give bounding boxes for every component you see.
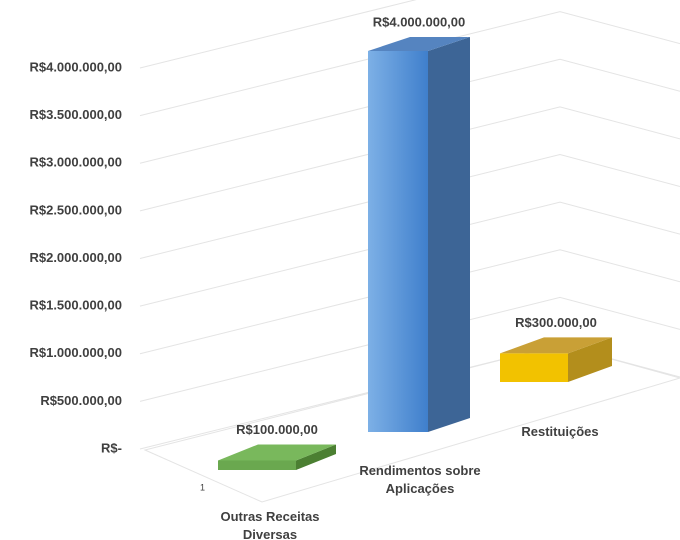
y-tick-label: R$3.500.000,00 [29,107,122,122]
y-tick-label: R$1.000.000,00 [29,345,122,360]
value-label: R$300.000,00 [515,315,597,330]
grid-line [139,153,680,259]
grid-line [139,249,680,355]
category-label: Outras Receitas Diversas [220,509,320,540]
depth-label: 1 [200,482,205,492]
bar-top [218,444,336,461]
grid-line [139,58,680,164]
value-label: R$100.000,00 [236,422,318,437]
grid-line [139,201,680,307]
y-tick-label: R$2.000.000,00 [29,250,122,265]
category-label: Restituições [521,424,599,439]
y-tick-label: R$2.500.000,00 [29,202,122,217]
grid-line [139,11,680,117]
y-tick-label: R$- [101,440,122,455]
y-tick-label: R$3.000.000,00 [29,155,122,170]
y-tick-label: R$4.000.000,00 [29,59,122,74]
bar-side [296,444,336,470]
bar [368,51,428,432]
y-tick-label: R$1.500.000,00 [29,298,122,313]
bar [500,353,568,382]
grid-line [139,106,680,212]
bar-side [428,37,470,432]
category-label: Rendimentos sobre Aplicações [359,463,481,496]
y-tick-label: R$500.000,00 [40,393,122,408]
grid-line [139,0,417,69]
bar-side [568,337,612,382]
grid-line [139,296,680,402]
value-label: R$4.000.000,00 [373,14,466,29]
bar [218,460,296,470]
bar-top [368,37,470,51]
bar-top [500,337,612,354]
